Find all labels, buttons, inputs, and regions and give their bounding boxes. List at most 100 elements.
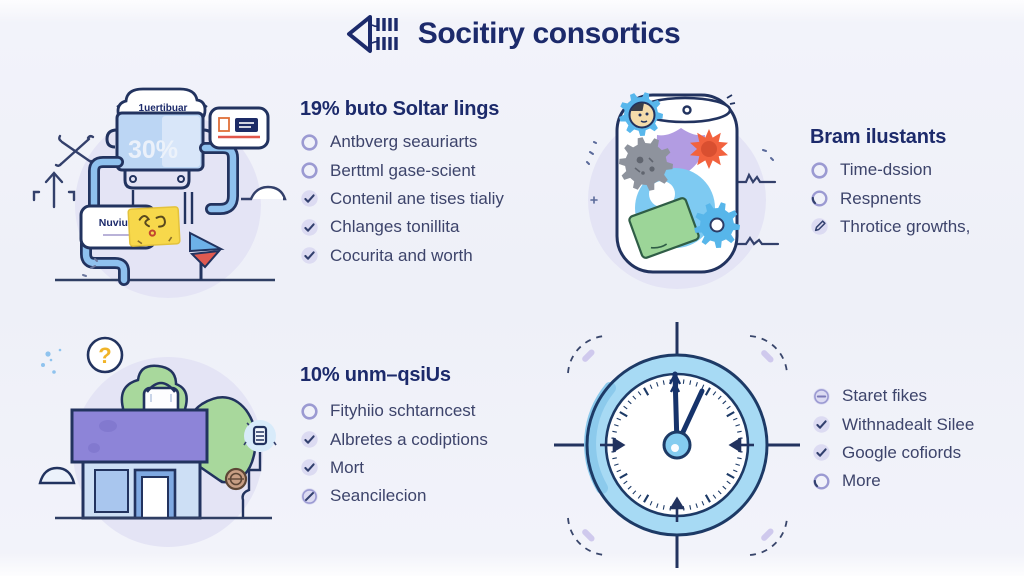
- coil-icon: [224, 467, 248, 491]
- receipt-card-icon: [208, 106, 270, 150]
- checklist-item-label: Fityhiio schtarncest: [330, 401, 476, 421]
- checklist-item: Throtice growths,: [810, 213, 1020, 241]
- wire-line: [241, 452, 262, 518]
- dome-outline: [38, 466, 76, 485]
- header: Socitiry consortics: [0, 13, 1024, 55]
- checklist-items: Fityhiio schtarncest Albretes a codiption…: [300, 397, 578, 511]
- checklist-items: Time-dssion Respnents Throtice growths,: [810, 156, 1020, 241]
- cloud-outlines: [731, 172, 780, 246]
- checklist-item-label: More: [842, 471, 881, 491]
- circle-bullet-icon: [300, 161, 319, 180]
- checklist-items: Antbverg seauriarts Berttml gase-scient Co…: [300, 128, 578, 270]
- machine-legs: [123, 170, 194, 224]
- question-mark-icon: ?: [86, 336, 124, 374]
- checklist-item-label: Seancilecion: [330, 486, 427, 506]
- check-bullet-icon: [300, 218, 319, 237]
- checklist-item-label: Chlanges tonillita: [330, 217, 460, 237]
- checklist-item: Withnadealt Silee: [812, 410, 1022, 438]
- orange-gear-center: [701, 141, 717, 157]
- checklist-top-left: 19% buto Soltar lings Antbverg seauriart…: [300, 98, 578, 270]
- checklist-bottom-left: 10% unm–qsiUs Fityhiio schtarncest Albret…: [300, 364, 578, 511]
- card-label: Nuvium: [99, 217, 138, 229]
- checklist-item-label: Cocurita and worth: [330, 245, 473, 265]
- half-bullet-icon: [812, 472, 831, 491]
- circle-bullet-icon: [810, 161, 829, 180]
- play-flag-icon: [189, 231, 225, 280]
- checklist-item-label: Antbverg seauriarts: [330, 132, 478, 152]
- building-lower: [81, 460, 202, 520]
- checklist-heading: 19% buto Soltar lings: [300, 98, 500, 120]
- building-upper: [70, 408, 209, 464]
- tank-label: 1uertibuar: [139, 103, 188, 114]
- circle-bullet-icon: [300, 402, 319, 421]
- checklist-item: Cocurita and worth: [300, 242, 578, 270]
- checklist-item-label: Berttml gase-scient: [330, 160, 476, 180]
- corner-pills: [582, 349, 774, 542]
- circle-bullet-icon: [300, 133, 319, 152]
- checklist-items: Staret fikes Withnadealt Silee Google cofi…: [812, 382, 1022, 496]
- checklist-heading: Bram ilustants: [810, 126, 947, 148]
- checklist-item-label: Time-dssion: [840, 160, 932, 180]
- inner-arrows: [600, 437, 754, 522]
- check-bullet-icon: [300, 430, 319, 449]
- checklist-item: Berttml gase-scient: [300, 156, 578, 184]
- checklist-item-label: Contenil ane tises tialiy: [330, 188, 504, 208]
- gray-gear-marks: [634, 156, 655, 175]
- check-bullet-icon: [812, 443, 831, 462]
- check-bullet-icon: [300, 246, 319, 265]
- checklist-item: Contenil ane tises tialiy: [300, 185, 578, 213]
- checklist-item: Time-dssion: [810, 156, 1020, 184]
- checklist-item: More: [812, 467, 1022, 495]
- dust-specks: [82, 258, 98, 277]
- half-bullet-icon: [810, 189, 829, 208]
- company-logo-icon: [346, 15, 398, 53]
- bubble-dots: [41, 348, 62, 374]
- gear-face-character: [628, 101, 656, 129]
- green-card-shape: [628, 197, 700, 259]
- checklist-item-label: Albretes a codiptions: [330, 429, 488, 449]
- checklist-item-label: Mort: [330, 457, 364, 477]
- check-bullet-icon: [300, 189, 319, 208]
- checklist-item-label: Throtice growths,: [840, 216, 971, 236]
- checklist-item: Google cofiords: [812, 439, 1022, 467]
- checklist-item-label: Google cofiords: [842, 442, 962, 462]
- dashed-arcs: [567, 335, 788, 556]
- blue-gear-hole: [709, 217, 725, 233]
- checklist-item: Fityhiio schtarncest: [300, 397, 578, 425]
- gray-gear-icon: [619, 137, 673, 191]
- battery-bubble-icon: [243, 420, 277, 452]
- slash-bullet-icon: [300, 487, 319, 506]
- checklist-item: Chlanges tonillita: [300, 213, 578, 241]
- checklist-item: Staret fikes: [812, 382, 1022, 410]
- page-title: Socitiry consortics: [417, 17, 681, 50]
- sticky-note: [127, 206, 181, 247]
- tank-value: 30%: [128, 136, 178, 164]
- storefront-illustration: ?: [38, 336, 277, 547]
- hill-outline: [241, 185, 287, 201]
- checklist-item: Antbverg seauriarts: [300, 128, 578, 156]
- gear-jar-illustration: [586, 92, 780, 289]
- crosshair-lines: [554, 322, 800, 568]
- checklist-bottom-right: Staret fikes Withnadealt Silee Google cofi…: [812, 382, 1022, 496]
- check-bullet-icon: [300, 458, 319, 477]
- left-pipe: [80, 156, 130, 286]
- clock-hands: [662, 371, 705, 460]
- check-bullet-icon: [812, 415, 831, 434]
- checklist-item: Seancilecion: [300, 482, 578, 510]
- checklist-item-label: Withnadealt Silee: [842, 414, 975, 434]
- dispenser-machine-illustration: 1uertibuar 30% Nuvium: [32, 87, 287, 298]
- svg-text:?: ?: [98, 343, 111, 368]
- checklist-top-right: Bram ilustants Time-dssion Respnents Throt…: [810, 126, 1020, 241]
- checklist-item: Respnents: [810, 184, 1020, 212]
- checklist-item: Albretes a codiptions: [300, 425, 578, 453]
- dash-bullet-icon: [812, 387, 831, 406]
- pencil-bullet-icon: [810, 217, 829, 236]
- checklist-item: Mort: [300, 454, 578, 482]
- sparkle-dots: [586, 141, 774, 204]
- sketch-arrow-up-icon: [32, 171, 76, 209]
- checklist-item-label: Staret fikes: [842, 386, 928, 406]
- clock-illustration: [554, 322, 800, 568]
- checklist-item-label: Respnents: [840, 188, 922, 208]
- checklist-heading: 10% unm–qsiUs: [300, 364, 451, 386]
